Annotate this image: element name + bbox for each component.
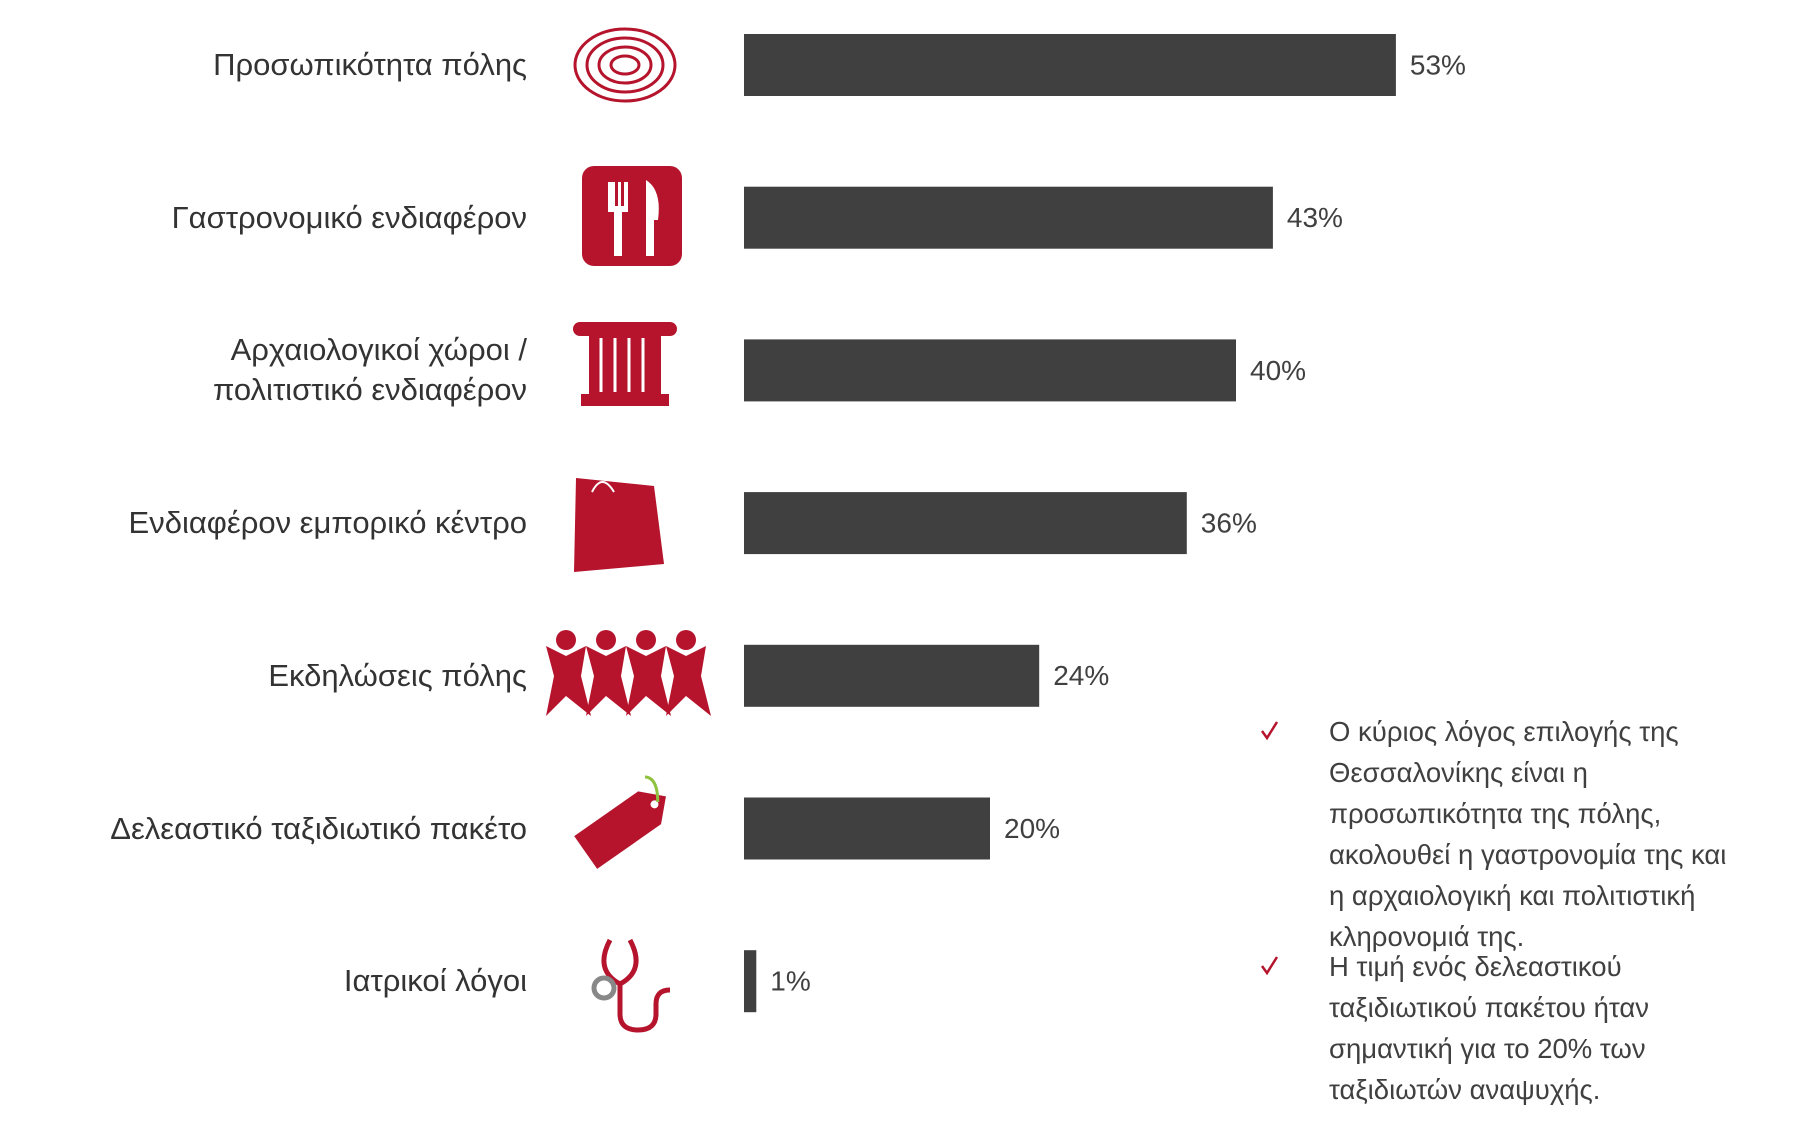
bullet-line: η αρχαιολογική και πολιτιστική [1329, 875, 1726, 916]
bar [744, 950, 756, 1012]
bar [744, 34, 1396, 96]
bar [744, 339, 1236, 401]
icon-bag [574, 478, 664, 572]
bullet-line: Θεσσαλονίκης είναι η [1329, 752, 1726, 793]
value-label: 40% [1250, 355, 1306, 386]
icon-stethoscope [594, 940, 670, 1030]
bullet-line: σημαντική για το 20% των [1329, 1028, 1649, 1069]
value-label: 36% [1201, 507, 1257, 538]
bar [744, 798, 990, 860]
bar [744, 645, 1039, 707]
value-label: 1% [770, 966, 810, 997]
category-label: Ενδιαφέρον εμπορικό κέντρο [129, 503, 527, 543]
category-label: Ιατρικοί λόγοι [344, 961, 527, 1001]
category-label: Εκδηλώσεις πόλης [268, 656, 527, 696]
bullet-line: ακολουθεί η γαστρονομία της και [1329, 834, 1726, 875]
icon-people [546, 630, 711, 716]
category-label: Γαστρονομικό ενδιαφέρον [172, 198, 527, 238]
check-mark [1262, 957, 1277, 973]
value-label: 20% [1004, 813, 1060, 844]
bar [744, 187, 1273, 249]
bullet-line: προσωπικότητα της πόλης, [1329, 793, 1726, 834]
icon-offer-tag [570, 773, 678, 869]
bullet-line: Ο κύριος λόγος επιλογής της [1329, 711, 1726, 752]
category-label: Προσωπικότητα πόλης [213, 45, 527, 85]
value-label: 24% [1053, 660, 1109, 691]
bullet-line: ταξιδιωτικού πακέτου ήταν [1329, 987, 1649, 1028]
category-label: Δελεαστικό ταξιδιωτικό πακέτο [110, 809, 527, 849]
icon-cutlery [582, 166, 682, 266]
page: 53% 43% 40% 36% 24% 20% 1% Ο κύριος λόγος επιλ… [0, 0, 1797, 1130]
value-label: 43% [1287, 202, 1343, 233]
bullet-line: Η τιμή ενός δελεαστικού [1329, 946, 1649, 987]
value-label: 53% [1410, 49, 1466, 80]
icon-column [573, 322, 677, 406]
bullet-line: ταξιδιωτών αναψυχής. [1329, 1069, 1649, 1110]
icon-fingerprint [575, 29, 675, 101]
bar [744, 492, 1187, 554]
check-mark [1262, 722, 1277, 738]
category-label: Αρχαιολογικοί χώροι / πολιτιστικό ενδιαφ… [213, 330, 527, 410]
